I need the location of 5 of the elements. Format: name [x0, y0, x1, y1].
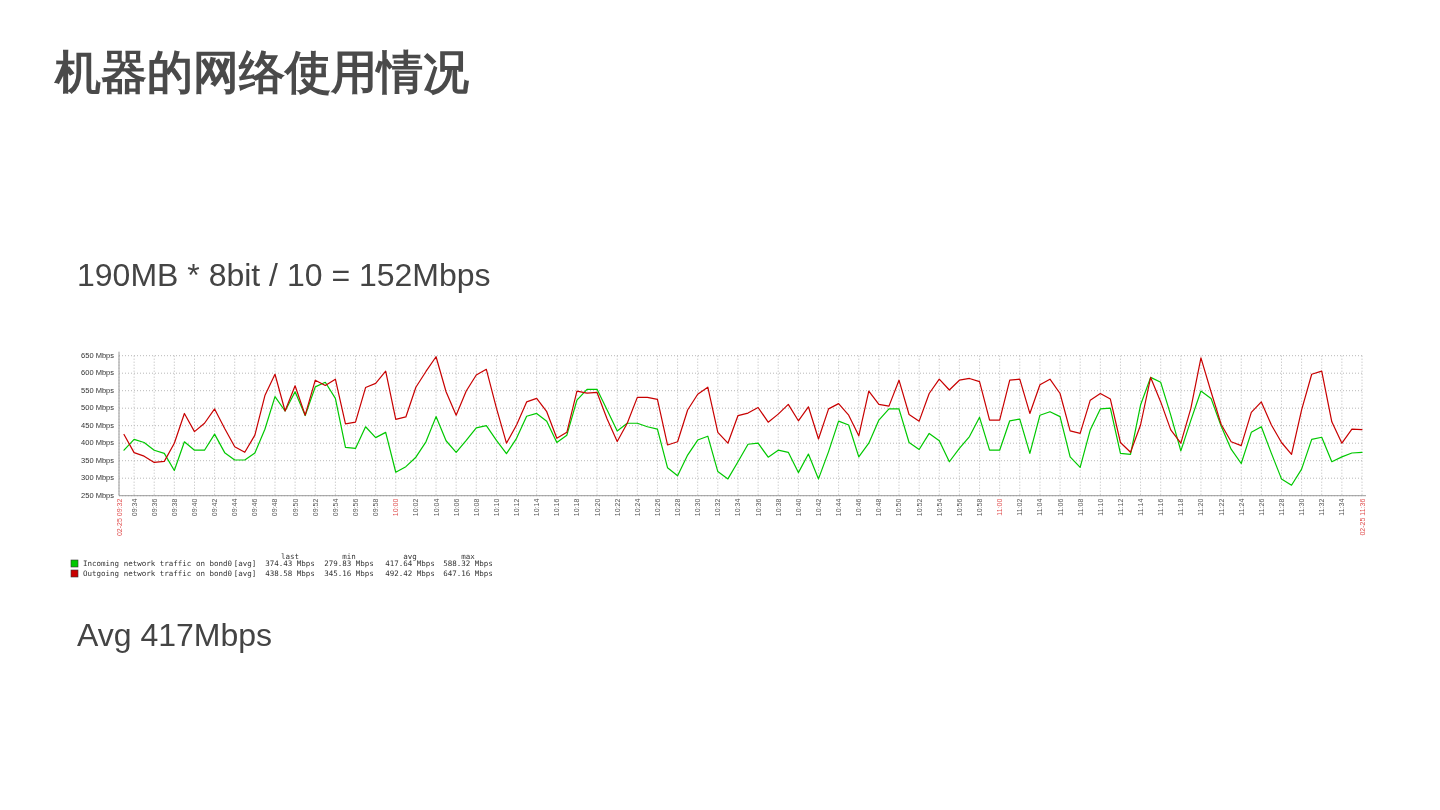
- chart-subtitle: 190MB * 8bit / 10 = 152Mbps: [77, 257, 491, 293]
- line-series: [123, 376, 1363, 486]
- chart-title: 机器的网络使用情况: [53, 46, 469, 98]
- text: Avg 417Mbps: [77, 617, 273, 653]
- line-series: [123, 356, 1363, 464]
